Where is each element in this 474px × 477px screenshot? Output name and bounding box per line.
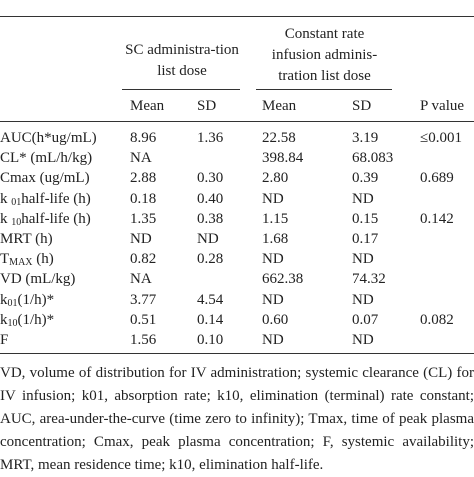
column-header: P value <box>420 98 465 114</box>
bottom-rule <box>0 353 474 354</box>
cell: 68.083 <box>352 150 394 167</box>
cell: 8.96 <box>130 130 157 146</box>
footnote: VD, volume of distribution for IV admini… <box>0 365 474 473</box>
cell: ND <box>262 251 284 268</box>
cell: 0.14 <box>197 311 224 328</box>
cell: 1.35 <box>130 210 157 227</box>
column-header: SD <box>197 98 217 114</box>
row-label: VD (mL/kg) <box>0 270 75 288</box>
row-label: k01(1/h)* <box>0 291 54 313</box>
cell: 0.60 <box>262 311 289 328</box>
label-part: Cmax (ug/mL) <box>0 170 90 187</box>
label-part: k <box>0 311 8 328</box>
cell: 3.77 <box>130 291 157 308</box>
column-header: Mean <box>130 98 165 114</box>
cell: 0.39 <box>352 170 379 187</box>
cell: 0.51 <box>130 311 157 328</box>
label-part: MRT (h) <box>0 231 53 247</box>
cell: 0.142 <box>420 210 454 227</box>
label-part: T <box>0 251 10 268</box>
cell: 2.88 <box>130 170 157 187</box>
cell: 0.28 <box>197 251 224 268</box>
cell: 1.68 <box>262 231 289 247</box>
cell: 3.19 <box>352 130 379 146</box>
label-part: MAX <box>9 257 33 269</box>
header-rule <box>0 121 474 122</box>
row-label: k 01half-life (h) <box>0 190 91 212</box>
label-part: k <box>0 210 12 227</box>
cell: 662.38 <box>262 271 304 288</box>
top-rule <box>0 16 474 17</box>
label-part: 01 <box>11 196 22 208</box>
cell: ND <box>262 291 284 308</box>
cell: 2.80 <box>262 170 289 187</box>
cell: ND <box>352 190 374 207</box>
cell: ND <box>262 190 284 207</box>
label-part: 10 <box>7 317 18 329</box>
cell: 0.17 <box>352 231 379 247</box>
cell: ND <box>262 332 284 348</box>
cell: NA <box>130 150 152 167</box>
cell: 4.54 <box>197 291 224 308</box>
cell: 0.15 <box>352 210 379 227</box>
cell: 1.15 <box>262 210 289 227</box>
label-part: 01 <box>7 297 18 309</box>
cell: ND <box>352 291 374 308</box>
cell: 0.082 <box>420 311 454 328</box>
label-part: (1/h)* <box>17 291 55 308</box>
label-part: VD (mL/kg) <box>0 271 76 288</box>
cell: 74.32 <box>352 271 386 288</box>
group-header: SC administra-tion list dose <box>125 42 239 79</box>
cell: 1.56 <box>130 332 157 348</box>
row-label: TMAX (h) <box>0 250 54 272</box>
group-header: Constant rate infusion adminis-tration l… <box>271 26 378 84</box>
cell: 0.18 <box>130 190 157 207</box>
label-part: half-life (h) <box>21 190 91 207</box>
group-rule <box>256 89 392 90</box>
cell: 0.10 <box>197 332 224 348</box>
cell: ND <box>352 332 374 348</box>
row-label: k10(1/h)* <box>0 311 54 333</box>
row-label: AUC(h*ug/mL) <box>0 129 97 147</box>
row-label: F <box>0 331 8 349</box>
cell: 22.58 <box>262 130 296 146</box>
label-part: k <box>0 291 8 308</box>
cell: NA <box>130 271 152 288</box>
cell: 1.36 <box>197 130 224 146</box>
label-part: (h) <box>32 251 54 268</box>
label-part: (1/h)* <box>17 311 55 328</box>
label-part: AUC(h*ug/mL) <box>0 130 97 146</box>
cell: 0.40 <box>197 190 224 207</box>
cell: ND <box>352 251 374 268</box>
label-part: F <box>0 332 9 348</box>
column-header: Mean <box>262 98 297 114</box>
cell: 398.84 <box>262 150 304 167</box>
cell: 0.689 <box>420 170 454 187</box>
row-label: Cmax (ug/mL) <box>0 169 90 187</box>
cell: 0.07 <box>352 311 379 328</box>
row-label: CL* (mL/h/kg) <box>0 149 92 167</box>
label-part: 10 <box>11 216 22 228</box>
cell: ND <box>130 231 152 247</box>
cell: 0.38 <box>197 210 224 227</box>
label-part: CL* (mL/h/kg) <box>0 150 93 167</box>
cell: 0.82 <box>130 251 157 268</box>
row-label: k 10half-life (h) <box>0 210 91 232</box>
cell: ND <box>197 231 219 247</box>
label-part: k <box>0 190 12 207</box>
cell: ≤0.001 <box>420 130 462 146</box>
row-label: MRT (h) <box>0 230 53 248</box>
cell: 0.30 <box>197 170 224 187</box>
column-header: SD <box>352 98 372 114</box>
label-part: half-life (h) <box>21 210 91 227</box>
group-rule <box>122 89 240 90</box>
